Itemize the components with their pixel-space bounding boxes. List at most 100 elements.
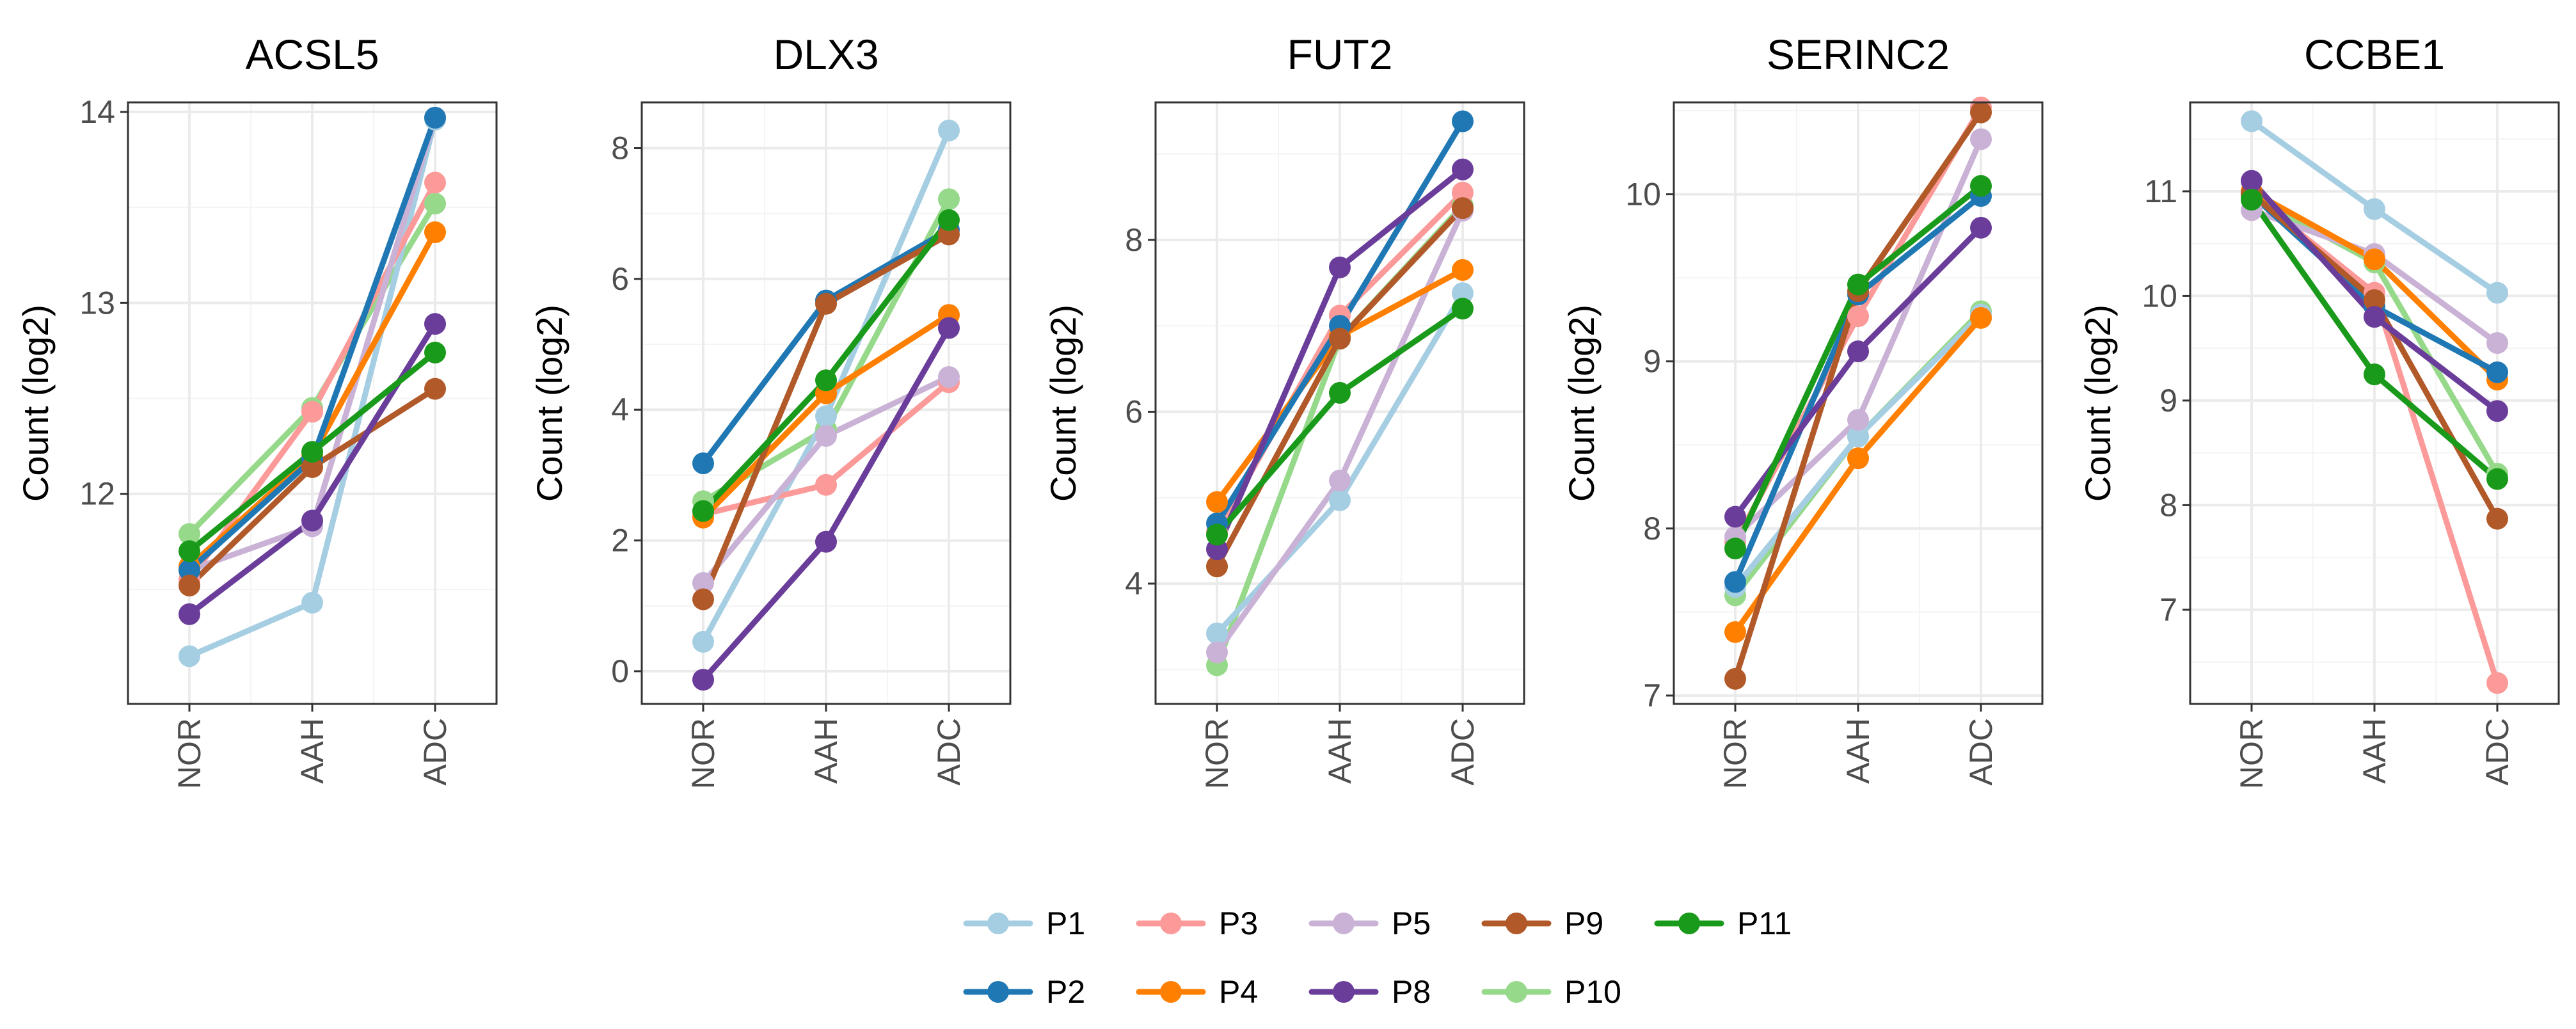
data-point-p9-adc (2486, 507, 2508, 530)
data-point-p10-adc (424, 193, 446, 215)
legend-label: P10 (1564, 974, 1621, 1010)
x-tick-label: ADC (1963, 718, 1999, 786)
data-point-p2-adc (1452, 110, 1474, 132)
data-point-p8-adc (2486, 400, 2508, 422)
panels-layer: 12 13 14 NOR AAH ADC ACSL5 Count (log2) 0 2 4 6 8 NOR… (15, 31, 2560, 789)
panel-acsl5: 12 13 14 NOR AAH ADC ACSL5 Count (log2) (15, 31, 498, 789)
legend: P1 P3 P5 P9 P11 P2 P4 P8 P10 (963, 905, 1792, 1010)
data-point-p11-nor (1206, 523, 1228, 546)
legend-key-point (1506, 981, 1527, 1003)
y-tick-label: 4 (611, 392, 629, 427)
data-point-p9-aah (2364, 289, 2385, 311)
data-point-p5-aah (1847, 409, 1869, 431)
data-point-p1-aah (301, 591, 323, 614)
data-point-p2-adc (2486, 361, 2508, 383)
data-point-p9-nor (1206, 555, 1228, 578)
data-point-p11-aah (1847, 273, 1869, 296)
legend-key-point (1678, 913, 1700, 934)
legend-key-point (1160, 981, 1182, 1003)
legend-key-point (987, 981, 1009, 1003)
data-point-p9-nor (692, 588, 714, 610)
panel-serinc2: 7 8 9 10 NOR AAH ADC SERINC2 Count (log2) (1561, 31, 2044, 789)
panel-title: ACSL5 (245, 31, 379, 78)
y-tick-label: 2 (611, 523, 629, 559)
data-point-p4-adc (424, 221, 446, 243)
y-tick-label: 8 (2159, 487, 2177, 523)
legend-item-p10: P10 (1481, 974, 1621, 1010)
data-point-p8-nor (2241, 170, 2262, 192)
data-point-p9-adc (1452, 197, 1474, 219)
data-point-p4-nor (1724, 621, 1746, 643)
y-tick-label: 0 (611, 653, 629, 689)
x-tick-label: NOR (685, 718, 721, 789)
legend-label: P8 (1392, 974, 1431, 1010)
y-tick-label: 6 (1125, 394, 1143, 429)
x-tick-label: AAH (1840, 718, 1876, 784)
y-tick-label: 6 (611, 261, 629, 297)
data-point-p1-nor (2241, 110, 2262, 132)
data-point-p8-nor (692, 669, 714, 691)
data-point-p4-adc (1970, 307, 1992, 329)
data-point-p2-adc (424, 106, 446, 129)
data-point-p11-aah (301, 441, 323, 463)
data-point-p1-aah (1847, 426, 1869, 448)
y-tick-label: 7 (2159, 592, 2177, 628)
x-tick-label: AAH (294, 718, 330, 784)
data-point-p4-aah (2364, 248, 2385, 271)
data-point-p8-aah (1329, 256, 1351, 278)
x-tick-label: AAH (808, 718, 844, 784)
y-tick-label: 8 (1125, 222, 1143, 258)
data-point-p3-adc (424, 172, 446, 194)
y-tick-label: 7 (1643, 678, 1661, 714)
y-tick-label: 12 (79, 476, 115, 512)
data-point-p9-nor (1724, 667, 1746, 690)
data-point-p8-nor (179, 603, 200, 625)
y-axis-label: Count (log2) (15, 305, 56, 502)
data-point-p1-adc (2486, 282, 2508, 304)
legend-label: P2 (1046, 974, 1085, 1010)
data-point-p2-nor (1724, 571, 1746, 593)
legend-item-p9: P9 (1481, 905, 1603, 941)
data-point-p8-aah (1847, 340, 1869, 363)
x-tick-label: NOR (1199, 718, 1235, 789)
legend-label: P5 (1392, 905, 1431, 941)
panel-fut2: 4 6 8 NOR AAH ADC FUT2 Count (log2) (1043, 31, 1525, 789)
legend-label: P3 (1219, 905, 1258, 941)
data-point-p1-aah (1329, 489, 1351, 511)
x-tick-label: ADC (2479, 718, 2515, 786)
x-tick-label: ADC (931, 718, 967, 786)
data-point-p9-aah (815, 292, 837, 315)
legend-item-p5: P5 (1308, 905, 1431, 941)
data-point-p8-aah (2364, 306, 2385, 328)
data-point-p5-adc (938, 366, 960, 388)
data-point-p9-aah (1329, 328, 1351, 350)
legend-item-p2: P2 (963, 974, 1085, 1010)
data-point-p11-nor (179, 540, 200, 562)
legend-key-point (1506, 913, 1527, 934)
data-point-p11-adc (424, 341, 446, 363)
y-axis-label: Count (log2) (1043, 305, 1083, 502)
panel-ccbe1: 7 8 9 10 11 NOR AAH ADC CCBE1 Count (log2) (2078, 31, 2560, 789)
data-point-p11-adc (1970, 175, 1992, 197)
data-point-p8-adc (424, 313, 446, 335)
legend-label: P1 (1046, 905, 1085, 941)
data-point-p9-adc (1970, 101, 1992, 124)
data-point-p5-adc (2486, 332, 2508, 354)
data-point-p8-adc (1452, 158, 1474, 180)
data-point-p8-nor (1724, 506, 1746, 528)
y-tick-label: 10 (1625, 177, 1661, 212)
y-axis-label: Count (log2) (1561, 305, 1602, 502)
y-tick-label: 4 (1125, 566, 1143, 602)
data-point-p4-nor (1206, 491, 1228, 513)
data-point-p1-nor (692, 630, 714, 653)
panel-dlx3: 0 2 4 6 8 NOR AAH ADC DLX3 Count (log2) (529, 31, 1012, 789)
legend-label: P4 (1219, 974, 1258, 1010)
data-point-p11-adc (938, 209, 960, 231)
y-tick-label: 10 (2142, 278, 2177, 314)
legend-key-point (987, 913, 1009, 934)
data-point-p11-nor (2241, 189, 2262, 211)
data-point-p3-aah (815, 474, 837, 496)
y-tick-label: 13 (79, 285, 115, 321)
data-point-p3-adc (2486, 672, 2508, 694)
y-tick-label: 8 (611, 131, 629, 166)
